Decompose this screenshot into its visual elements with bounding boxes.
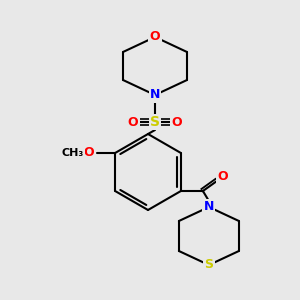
Text: O: O (128, 116, 138, 128)
Text: N: N (204, 200, 214, 214)
Text: CH₃: CH₃ (62, 148, 84, 158)
Text: S: S (150, 115, 160, 129)
Text: O: O (150, 31, 160, 44)
Text: O: O (218, 170, 228, 184)
Text: O: O (172, 116, 182, 128)
Text: S: S (204, 259, 213, 272)
Text: O: O (84, 146, 94, 160)
Text: N: N (150, 88, 160, 101)
